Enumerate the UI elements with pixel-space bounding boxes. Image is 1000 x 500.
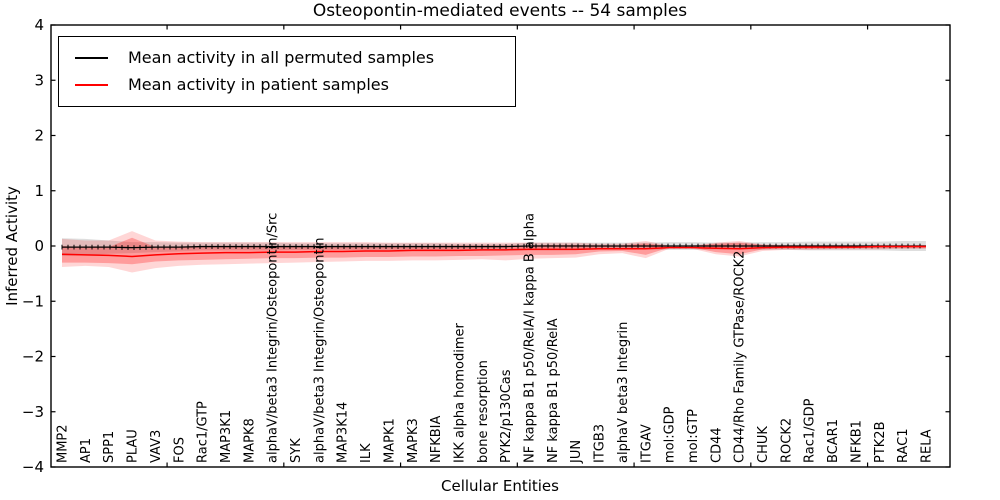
x-category-label: bone resorption (476, 360, 491, 463)
x-category-label: ITGAV (639, 424, 654, 463)
x-category-label: PYK2/p130Cas (499, 369, 514, 463)
patient-outer-band (62, 231, 926, 273)
x-category-label: mol:GDP (663, 406, 678, 463)
x-category-label: BCAR1 (826, 419, 841, 463)
x-category-label: AP1 (79, 438, 94, 463)
x-category-label: CD44/Rho Family GTPase/ROCK2 (733, 251, 748, 463)
x-category-label: MAP3K1 (219, 410, 234, 463)
x-category-label: Rac1/GDP (803, 398, 818, 463)
x-category-label: NF kappa B1 p50/RelA (546, 318, 561, 463)
legend-label-patient: Mean activity in patient samples (128, 75, 389, 94)
x-category-label: Rac1/GTP (196, 401, 211, 463)
x-category-label: NFKB1 (849, 420, 864, 463)
x-category-label: PTK2B (873, 422, 888, 464)
x-category-label: MAP3K14 (336, 402, 351, 463)
y-tick-label: −3 (22, 403, 44, 421)
x-category-label: alphaV beta3 Integrin (616, 322, 631, 463)
x-category-label: SPP1 (102, 431, 117, 463)
y-tick-label: −2 (22, 348, 44, 366)
y-tick-label: −1 (22, 292, 44, 310)
x-category-label: ROCK2 (779, 418, 794, 463)
legend-box: Mean activity in all permuted samples Me… (58, 36, 516, 107)
x-category-label: JUN (569, 440, 584, 464)
y-axis-label: Inferred Activity (3, 186, 21, 306)
x-category-label: VAV3 (149, 430, 164, 463)
y-tick-label: 2 (34, 127, 44, 145)
x-category-label: MAPK1 (382, 418, 397, 463)
x-category-label: RAC1 (896, 428, 911, 463)
legend-item-permuted: Mean activity in all permuted samples (59, 44, 515, 71)
x-category-label: RELA (919, 429, 934, 463)
x-category-label: MAPK3 (406, 418, 421, 463)
x-category-label: FOS (172, 437, 187, 463)
y-tick-label: 3 (34, 71, 44, 89)
y-tick-label: 1 (34, 182, 44, 200)
x-category-label: mol:GTP (686, 409, 701, 463)
x-category-label: alphaV/beta3 Integrin/Osteopontin/Src (266, 213, 281, 463)
x-category-label: CD44 (709, 427, 724, 463)
x-axis-label: Cellular Entities (441, 477, 559, 495)
y-tick-label: 0 (34, 237, 44, 255)
x-category-label: MAPK8 (242, 418, 257, 463)
x-category-label: MMP2 (56, 424, 71, 463)
y-tick-label: −4 (22, 458, 44, 476)
x-category-label: NF kappa B1 p50/RelA/I kappa B alpha (523, 213, 538, 463)
legend-item-patient: Mean activity in patient samples (59, 71, 515, 98)
x-category-label: IKK alpha homodimer (452, 322, 467, 463)
patient-line-swatch (75, 83, 108, 86)
x-category-label: alphaV/beta3 Integrin/Osteopontin (312, 238, 327, 463)
permuted-line-swatch (75, 56, 108, 59)
legend-label-permuted: Mean activity in all permuted samples (128, 48, 435, 67)
chart-title: Osteopontin-mediated events -- 54 sample… (312, 1, 688, 21)
patient-mean-line (61, 245, 926, 258)
x-category-label: ITGB3 (593, 424, 608, 463)
x-category-label: SYK (289, 438, 304, 463)
x-category-label: ILK (359, 443, 374, 463)
y-tick-label: 4 (34, 16, 44, 34)
x-category-label: PLAU (126, 429, 141, 463)
x-category-label: CHUK (756, 426, 771, 463)
x-category-label: NFKBIA (429, 416, 444, 463)
